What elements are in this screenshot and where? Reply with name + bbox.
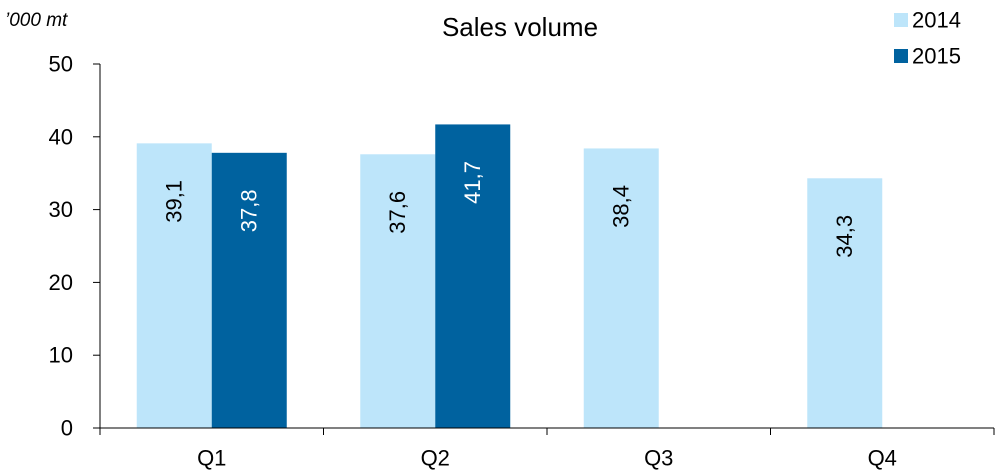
bar-2014-q3	[583, 148, 659, 428]
chart-title: Sales volume	[442, 12, 598, 42]
data-label-2014-q4: 34,3	[832, 215, 857, 258]
y-tick-label-20: 20	[49, 270, 73, 295]
bar-2015-q1	[211, 152, 287, 429]
bar-2014-q4	[807, 178, 883, 428]
y-tick-label-50: 50	[49, 52, 73, 77]
bar-2014-q1	[136, 143, 212, 429]
axes-layer: 0 10 20 30 40 50 Q1 Q2 Q3 Q4	[49, 52, 995, 471]
bar-2015-q2	[435, 124, 511, 428]
y-tick-label-0: 0	[61, 416, 73, 441]
legend-label-2015: 2015	[912, 44, 961, 69]
data-label-2014-q3: 38,4	[609, 185, 634, 228]
x-tick-label-q2: Q2	[421, 446, 450, 471]
legend-swatch-2015	[894, 49, 908, 63]
bars-layer: 39,1 37,8 37,6 41,7 38,4 34,3	[136, 124, 883, 429]
legend: 2014 2015	[894, 8, 961, 69]
data-label-2014-q2: 37,6	[385, 191, 410, 234]
legend-label-2014: 2014	[912, 8, 961, 33]
x-tick-label-q3: Q3	[644, 446, 673, 471]
data-label-2015-q1: 37,8	[237, 189, 262, 232]
x-tick-label-q4: Q4	[868, 446, 897, 471]
bar-2014-q2	[360, 154, 436, 428]
y-tick-label-30: 30	[49, 197, 73, 222]
y-tick-label-10: 10	[49, 343, 73, 368]
data-label-2014-q1: 39,1	[162, 180, 187, 223]
x-tick-label-q1: Q1	[197, 446, 226, 471]
legend-swatch-2014	[894, 13, 908, 27]
data-label-2015-q2: 41,7	[460, 161, 485, 204]
y-tick-label-40: 40	[49, 124, 73, 149]
unit-label: ’000 mt	[5, 10, 68, 31]
